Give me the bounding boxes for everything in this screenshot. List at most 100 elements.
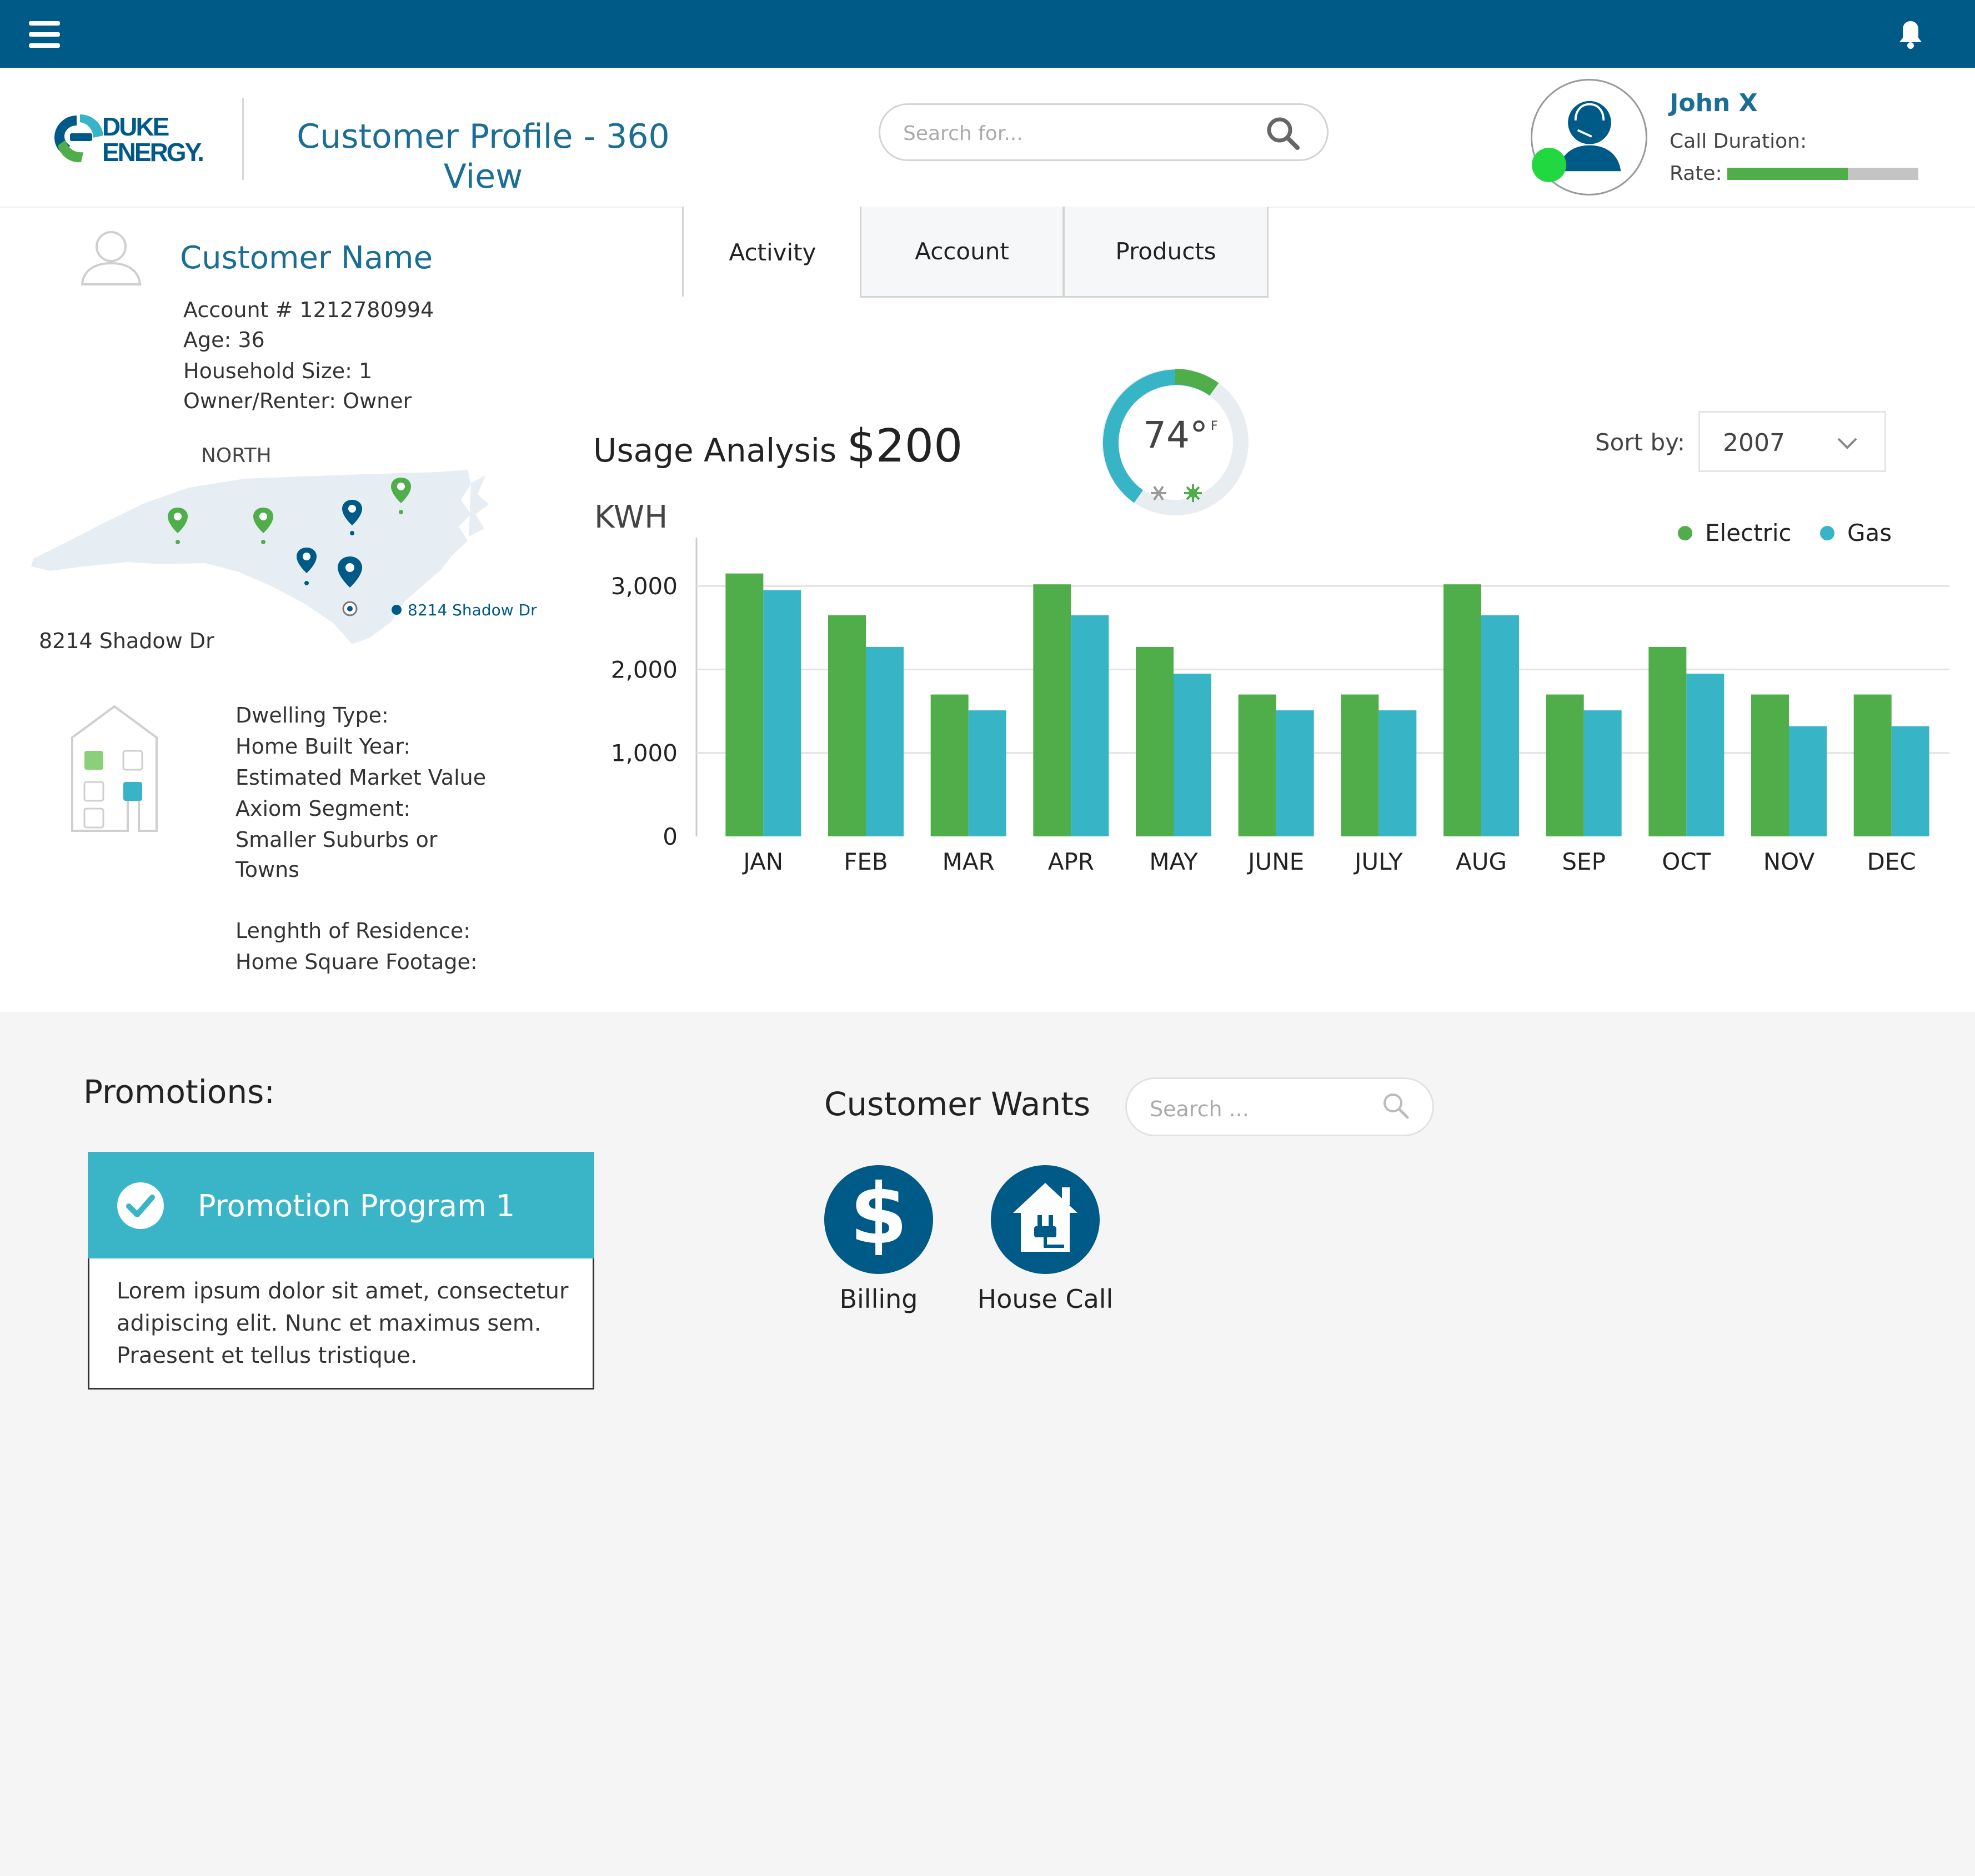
- chart-y-tick-label: 1,000: [611, 740, 678, 767]
- chart-bar-electric: [1546, 694, 1584, 836]
- tab-activity[interactable]: Activity: [684, 207, 861, 298]
- sun-icon: [1184, 484, 1202, 502]
- tab-products[interactable]: Products: [1063, 207, 1269, 298]
- house-plug-icon: [1013, 1183, 1077, 1252]
- chart-x-tick-label: DEC: [1867, 848, 1916, 875]
- promotions-title: Promotions:: [83, 1073, 275, 1111]
- notification-bell-icon[interactable]: [1895, 19, 1926, 52]
- customer-address: 8214 Shadow Dr: [39, 629, 214, 653]
- chart-bar-gas: [1481, 615, 1519, 836]
- tab-account[interactable]: Account: [860, 207, 1064, 298]
- chart-bar-electric: [1136, 646, 1174, 836]
- chart-bar-electric: [1443, 584, 1481, 836]
- thermostat-gauge[interactable]: 74° F: [1097, 364, 1253, 520]
- map-region-label: NORTH: [201, 444, 272, 467]
- svg-text:$: $: [850, 1166, 908, 1263]
- home-square-footage: Home Square Footage:: [235, 950, 478, 974]
- promotion-card-header[interactable]: [88, 1152, 594, 1258]
- duke-energy-logo-text: DUKE ENERGY.: [102, 112, 204, 167]
- usage-bar-chart: KWH 0 1,000 2,000 3,000 JAN FEB MAR APR MAY JUNE JU…: [594, 499, 1949, 875]
- chart-bar-electric: [1751, 694, 1789, 836]
- chart-x-tick-label: JUNE: [1246, 848, 1304, 875]
- duke-energy-logo-icon: [54, 114, 103, 163]
- usage-analysis-title: Usage Analysis $200: [593, 420, 963, 473]
- chart-x-tick-label: AUG: [1456, 848, 1507, 875]
- chart-x-tick-label: APR: [1048, 848, 1094, 875]
- search-icon[interactable]: [1381, 1091, 1411, 1121]
- chart-x-tick-label: SEP: [1562, 848, 1606, 875]
- chart-x-tick-label: NOV: [1763, 848, 1815, 875]
- chart-legend-label: Gas: [1847, 519, 1892, 546]
- chart-bar-electric: [725, 573, 764, 836]
- usage-title-text: Usage Analysis: [593, 432, 837, 469]
- chart-legend-label: Electric: [1705, 519, 1792, 546]
- header-divider: [242, 98, 244, 180]
- snowflake-icon: [1151, 485, 1166, 501]
- chart-x-tick-label: MAY: [1149, 848, 1198, 875]
- usage-amount: $200: [846, 420, 963, 473]
- wants-search-input[interactable]: [1125, 1077, 1434, 1136]
- customer-name: Customer Name: [180, 240, 433, 276]
- top-bar: [0, 0, 1975, 68]
- chart-x-tick-label: JULY: [1353, 848, 1403, 875]
- agent-status-indicator: [1532, 148, 1566, 182]
- chart-bar-gas: [1379, 710, 1417, 836]
- chart-x-tick-label: FEB: [844, 848, 888, 875]
- chart-x-tick-label: OCT: [1662, 848, 1711, 875]
- map-pin-green-1: [168, 508, 188, 544]
- rate-bar: [1727, 168, 1918, 180]
- rate-label: Rate:: [1670, 162, 1722, 185]
- map-address-dot: [392, 605, 402, 615]
- chart-bar-gas: [1276, 710, 1314, 836]
- chart-y-tick-label: 2,000: [611, 656, 678, 683]
- dwelling-type: Dwelling Type:: [235, 703, 389, 728]
- chart-x-tick-label: MAR: [943, 848, 995, 875]
- chart-bar-electric: [930, 694, 969, 836]
- service-area-map[interactable]: 8214 Shadow Dr: [28, 461, 539, 650]
- house-icon: [71, 705, 158, 832]
- axiom-segment-value-1: Smaller Suburbs or: [235, 827, 438, 852]
- search-placeholder: Search for...: [903, 122, 1023, 145]
- house-call-label: House Call: [977, 1284, 1114, 1314]
- chevron-down-icon[interactable]: [1836, 437, 1858, 450]
- chart-legend-marker: [1678, 526, 1692, 540]
- customer-age: Age: 36: [183, 328, 265, 352]
- dollar-icon: $: [850, 1166, 908, 1263]
- thermostat-unit: F: [1211, 419, 1218, 433]
- chart-bar-gas: [1891, 726, 1929, 836]
- length-of-residence: Lenghth of Residence:: [235, 919, 471, 943]
- chart-bar-gas: [968, 710, 1006, 836]
- map-pin-selected: [338, 556, 362, 616]
- map-pin-address: 8214 Shadow Dr: [408, 601, 537, 619]
- hamburger-menu-icon[interactable]: [29, 21, 60, 48]
- billing-button[interactable]: $: [824, 1165, 933, 1274]
- chart-bar-electric: [1341, 694, 1379, 836]
- customer-wants-title: Customer Wants: [824, 1085, 1091, 1123]
- account-number: Account # 1212780994: [183, 298, 434, 322]
- customer-person-icon: [81, 231, 142, 285]
- chart-bar-gas: [1583, 710, 1622, 836]
- chart-bar-electric: [1853, 694, 1892, 836]
- chart-legend-marker: [1820, 526, 1834, 540]
- chart-y-tick-label: 3,000: [611, 573, 678, 600]
- check-circle-icon[interactable]: [116, 1181, 166, 1231]
- chart-x-tick-label: JAN: [741, 848, 783, 875]
- chart-bar-gas: [1174, 673, 1211, 836]
- agent-headset-icon: [1558, 101, 1621, 172]
- map-pin-green-2: [253, 508, 273, 544]
- home-built-year: Home Built Year:: [235, 734, 411, 759]
- estimated-market-value: Estimated Market Value: [235, 765, 487, 790]
- chart-bar-gas: [866, 646, 904, 836]
- chart-bar-gas: [1071, 615, 1109, 836]
- house-call-button[interactable]: [991, 1165, 1100, 1274]
- year-select-value: 2007: [1723, 429, 1785, 457]
- search-icon[interactable]: [1264, 114, 1302, 152]
- thermostat-temperature: 74°: [1143, 414, 1208, 457]
- bottom-section: [0, 1012, 1975, 1876]
- search-input[interactable]: [879, 103, 1329, 161]
- axiom-segment: Axiom Segment:: [235, 796, 411, 821]
- chart-bar-electric: [828, 615, 866, 836]
- owner-renter: Owner/Renter: Owner: [183, 389, 412, 413]
- chart-bar-electric: [1033, 584, 1071, 836]
- page-title: Customer Profile - 360 View: [297, 117, 670, 196]
